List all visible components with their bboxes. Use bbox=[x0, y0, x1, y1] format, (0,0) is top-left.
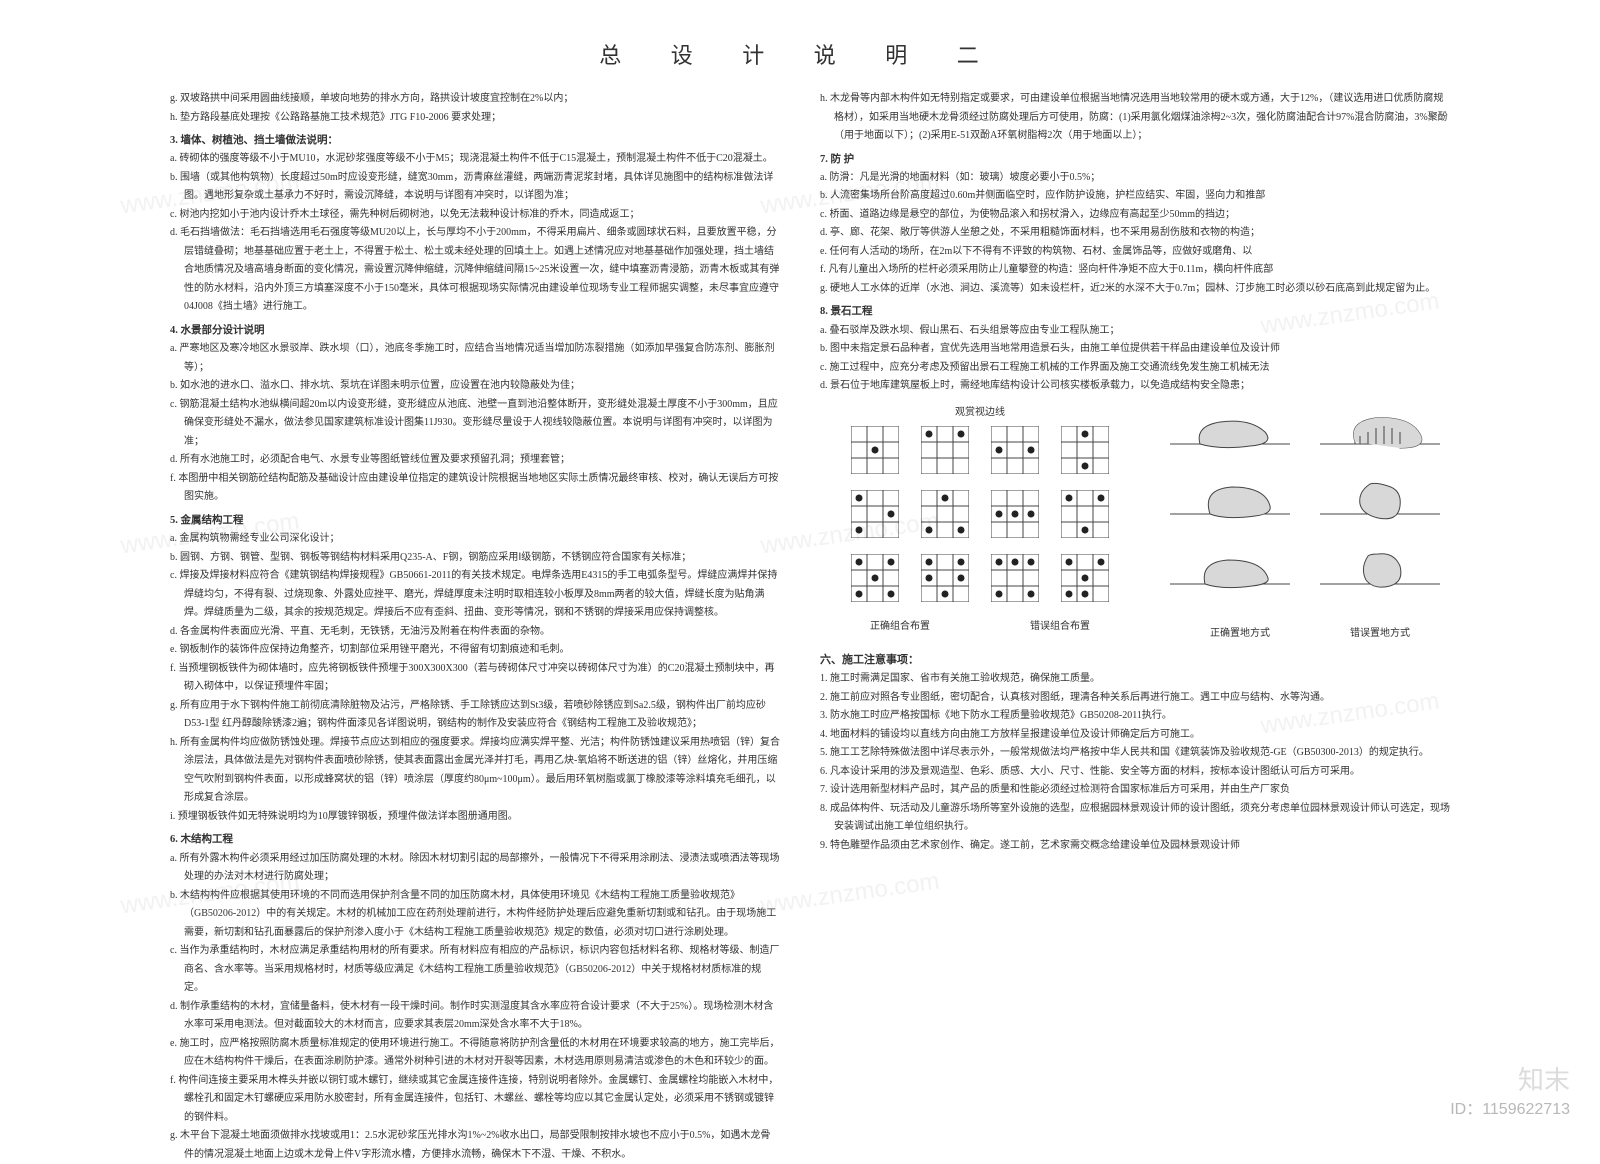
label-correct-place: 正确置地方式 bbox=[1210, 625, 1270, 644]
body-text: d. 景石位于地库建筑屋板上时，需经地库结构设计公司核实楼板承载力，以免造成结构… bbox=[820, 377, 1450, 396]
body-text: d. 毛石挡墙做法：毛石挡墙选用毛石强度等级MU20以上，长与厚均不小于200m… bbox=[170, 224, 780, 317]
grid-icon bbox=[1061, 490, 1109, 538]
diagram-caption: 观赏视边线 bbox=[820, 404, 1140, 423]
grid-icon bbox=[921, 490, 969, 538]
section-heading: 6. 木结构工程 bbox=[170, 830, 780, 849]
body-text: 6. 凡本设计采用的涉及景观造型、色彩、质感、大小、尺寸、性能、安全等方面的材料… bbox=[820, 763, 1450, 782]
body-text: d. 亭、廊、花架、敞厅等供游人坐憩之处，不采用粗糙饰面材料，也不采用易刮伤肢和… bbox=[820, 224, 1450, 243]
rock-placement-icon bbox=[1170, 404, 1450, 614]
grid-icon bbox=[991, 426, 1039, 474]
body-text: f. 构件间连接主要采用木榫头并嵌以铜钉或木螺钉，继续或其它金属连接件连接，特别… bbox=[170, 1072, 780, 1128]
body-text: b. 人流密集场所台阶高度超过0.60m并侧面临空时，应作防护设施，护栏应结实、… bbox=[820, 187, 1450, 206]
body-text: c. 桥面、道路边缘是悬空的部位，为使物品滚入和拐杖滑入，边缘应有高起至少50m… bbox=[820, 206, 1450, 225]
body-text: b. 围墙（或其他构筑物）长度超过50m时应设变形缝，缝宽30mm，沥青麻丝灌缝… bbox=[170, 169, 780, 206]
body-text: h. 木龙骨等内部木构件如无特别指定或要求，可由建设单位根据当地情况选用当地较常… bbox=[820, 90, 1450, 146]
section-heading: 六、施工注意事项： bbox=[820, 650, 1450, 670]
body-text: b. 如水池的进水口、溢水口、排水坑、泵坑在详图未明示位置，应设置在池内较隐蔽处… bbox=[170, 377, 780, 396]
body-text: f. 凡有儿童出入场所的栏杆必须采用防止儿童攀登的构造：竖向杆件净矩不应大于0.… bbox=[820, 261, 1450, 280]
body-text: b. 圆钢、方钢、钢管、型钢、钢板等钢结构材料采用Q235-A、F钢，钢筋应采用… bbox=[170, 549, 780, 568]
body-text: b. 图中未指定景石品种者，宜优先选用当地常用造景石头，由施工单位提供若干样品由… bbox=[820, 340, 1450, 359]
body-text: a. 砖砌体的强度等级不小于MU10，水泥砂浆强度等级不小于M5；现浇混凝土构件… bbox=[170, 150, 780, 169]
label-correct-arr: 正确组合布置 bbox=[870, 618, 930, 637]
body-text: f. 当预埋钢板铁件为砌体墙时，应先将钢板铁件预埋于300X300X300（若与… bbox=[170, 660, 780, 697]
body-text: 2. 施工前应对照各专业图纸，密切配合，认真核对图纸，理清各种关系后再进行施工。… bbox=[820, 689, 1450, 708]
label-wrong-place: 错误置地方式 bbox=[1350, 625, 1410, 644]
body-text: b. 木结构构件应根据其使用环境的不同而选用保护剂含量不同的加压防腐木材，具体使… bbox=[170, 887, 780, 943]
grid-icon bbox=[851, 490, 899, 538]
body-text: a. 防滑：凡是光滑的地面材料（如：玻璃）坡度必要小于0.5%； bbox=[820, 169, 1450, 188]
body-text: c. 焊接及焊接材料应符合《建筑钢结构焊接规程》GB50661-2011的有关技… bbox=[170, 567, 780, 623]
body-text: g. 硬地人工水体的近岸（水池、涧边、溪流等）如未设栏杆，近2米的水深不大于0.… bbox=[820, 280, 1450, 299]
body-text: f. 本图册中相关钢筋砼结构配筋及基础设计应由建设单位指定的建筑设计院根据当地地… bbox=[170, 470, 780, 507]
label-wrong-arr: 错误组合布置 bbox=[1030, 618, 1090, 637]
body-text: e. 钢板制作的装饰件应保持边角整齐，切割部位采用锉平磨光，不得留有切割痕迹和毛… bbox=[170, 641, 780, 660]
body-text: a. 叠石驳岸及跌水坝、假山黑石、石头组景等应由专业工程队施工； bbox=[820, 322, 1450, 341]
body-text: c. 施工过程中，应充分考虑及预留出景石工程施工机械的工作界面及施工交通流线免发… bbox=[820, 359, 1450, 378]
body-text: h. 垫方路段基底处理按《公路路基施工技术规范》JTG F10-2006 要求处… bbox=[170, 109, 780, 128]
body-text: c. 钢筋混凝土结构水池纵横间超20m以内设变形缝，变形缝应从池底、池壁一直到池… bbox=[170, 396, 780, 452]
body-text: a. 严寒地区及寒冷地区水景驳岸、跌水坝（口），池底冬季施工时，应结合当地情况适… bbox=[170, 340, 780, 377]
body-text: e. 任何有人活动的场所，在2m以下不得有不评致的构筑物、石材、金属饰品等，应做… bbox=[820, 243, 1450, 262]
section-heading: 8. 景石工程 bbox=[820, 302, 1450, 321]
grid-icon bbox=[851, 426, 899, 474]
left-column: g. 双坡路拱中间采用圆曲线接顺，单坡向地势的排水方向，路拱设计坡度宜控制在2%… bbox=[170, 90, 780, 1164]
image-id: ID：1159622713 bbox=[1450, 1095, 1570, 1119]
page-title: 总 设 计 说 明 二 bbox=[0, 38, 1600, 70]
grid-icon bbox=[991, 490, 1039, 538]
body-text: 5. 施工工艺除特殊做法图中详尽表示外，一般常规做法均严格按中华人民共和国《建筑… bbox=[820, 744, 1450, 763]
body-text: d. 所有水池施工时，必须配合电气、水景专业等图纸管线位置及要求预留孔洞；预埋套… bbox=[170, 451, 780, 470]
grid-icon bbox=[991, 554, 1039, 602]
body-text: h. 所有金属构件均应做防锈蚀处理。焊接节点应达到相应的强度要求。焊接均应满实焊… bbox=[170, 734, 780, 808]
body-text: d. 制作承重结构的木材，宜储量备料，使木材有一段干燥时间。制作时实测湿度其含水… bbox=[170, 998, 780, 1035]
body-text: c. 树池内挖如小于池内设计乔木土球径，需先种树后砌树池，以免无法栽种设计标准的… bbox=[170, 206, 780, 225]
body-text: d. 各金属构件表面应光滑、平直、无毛刺，无铁锈，无油污及附着在构件表面的杂物。 bbox=[170, 623, 780, 642]
body-text: a. 所有外露木构件必须采用经过加压防腐处理的木材。除因木材切割引起的局部擦外，… bbox=[170, 850, 780, 887]
body-text: 1. 施工时需满足国家、省市有关施工验收规范，确保施工质量。 bbox=[820, 670, 1450, 689]
grid-icon bbox=[921, 426, 969, 474]
body-text: 9. 特色雕塑作品须由艺术家创作、确定。遂工前，艺术家需交概念给建设单位及园林景… bbox=[820, 837, 1450, 856]
body-text: a. 金属构筑物需经专业公司深化设计； bbox=[170, 530, 780, 549]
grid-icon bbox=[1061, 554, 1109, 602]
body-text: 7. 设计选用新型材料产品时，其产品的质量和性能必须经过检测符合国家标准后方可采… bbox=[820, 781, 1450, 800]
body-text: e. 施工时，应严格按照防腐木质量标准规定的使用环境进行施工。不得随意将防护剂含… bbox=[170, 1035, 780, 1072]
body-text: c. 当作为承重结构时，木材应满足承重结构用材的所有要求。所有材料应有相应的产品… bbox=[170, 942, 780, 998]
body-text: 4. 地面材料的铺设均以直线方向由施工方放样呈报建设单位及设计师确定后方可施工。 bbox=[820, 726, 1450, 745]
stone-placement-diagram: 观赏视边线 bbox=[820, 404, 1450, 644]
body-text: 3. 防水施工时应严格按国标《地下防水工程质量验收规范》GB50208-2011… bbox=[820, 707, 1450, 726]
body-text: 8. 成品体构件、玩活动及儿童游乐场所等室外设施的选型，应根据园林景观设计师的设… bbox=[820, 800, 1450, 837]
section-heading: 4. 水景部分设计说明 bbox=[170, 321, 780, 340]
grid-icon bbox=[1061, 426, 1109, 474]
section-heading: 7. 防 护 bbox=[820, 150, 1450, 169]
body-text: g. 木平台下混凝土地面须做排水找坡或用1：2.5水泥砂浆压光排水沟1%~2%收… bbox=[170, 1127, 780, 1164]
body-text: g. 所有应用于水下钢构件施工前彻底清除脏物及沾污，严格除锈、手工除锈应达到St… bbox=[170, 697, 780, 734]
source-watermark: 知末 bbox=[1518, 1060, 1570, 1097]
section-heading: 3. 墙体、树植池、挡土墙做法说明： bbox=[170, 131, 780, 150]
grid-icon bbox=[851, 554, 899, 602]
body-text: g. 双坡路拱中间采用圆曲线接顺，单坡向地势的排水方向，路拱设计坡度宜控制在2%… bbox=[170, 90, 780, 109]
section-heading: 5. 金属结构工程 bbox=[170, 511, 780, 530]
right-column: h. 木龙骨等内部木构件如无特别指定或要求，可由建设单位根据当地情况选用当地较常… bbox=[820, 90, 1450, 1164]
body-text: i. 预埋钢板铁件如无特殊说明均为10厚镀锌钢板，预埋件做法详本图册通用图。 bbox=[170, 808, 780, 827]
grid-icon bbox=[921, 554, 969, 602]
